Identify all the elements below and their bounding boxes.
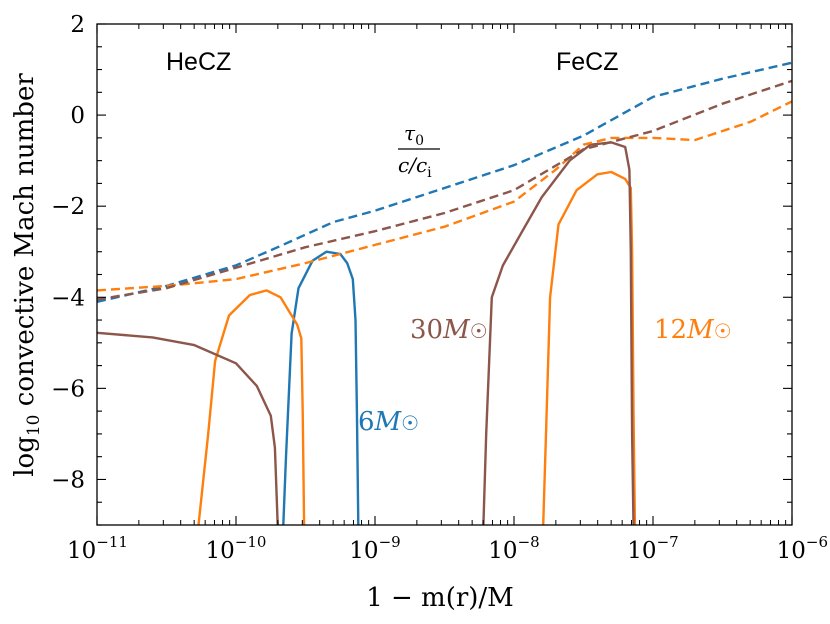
tau-ratio-annotation: τ0 c/ci (398, 121, 440, 181)
y-tick-label: −6 (51, 376, 85, 402)
series-line-2 (97, 141, 635, 525)
series-line-4 (97, 100, 792, 292)
tau-symbol: τ (404, 121, 416, 145)
y-tick-label: 2 (70, 12, 85, 38)
x-tick-label: 10−7 (627, 533, 678, 564)
x-tick-label: 10−11 (67, 533, 128, 564)
y-tick-label: 0 (70, 103, 85, 129)
series-line-0 (282, 250, 360, 525)
svg-text:τ0: τ0 (404, 121, 424, 149)
axis-layer: 10−11 10−10 10−9 10−8 10−7 10−6 2 0 −2 −4 −6 −8 (51, 12, 828, 564)
y-tick-label: −4 (51, 285, 85, 311)
series-layer (97, 61, 792, 525)
speed-ratio-symbol: c/c (398, 153, 427, 177)
y-tick-label: −2 (51, 194, 85, 220)
x-tick-label: 10−8 (488, 533, 539, 564)
x-tick-label: 10−10 (206, 533, 267, 564)
svg-text:c/ci: c/ci (398, 153, 432, 181)
speed-ratio-subscript: i (427, 165, 432, 181)
x-tick-label: 10−9 (349, 533, 400, 564)
plot-frame (96, 23, 793, 526)
y-axis-label: log10 convective Mach number (10, 73, 44, 477)
fecz-label: FeCZ (556, 48, 619, 76)
series-line-1 (197, 170, 637, 525)
x-axis-label: 1 − m(r)/M (366, 583, 514, 613)
label-6-msun: 6M☉ (358, 407, 419, 437)
hecz-label: HeCZ (166, 48, 231, 76)
label-12-msun: 12M☉ (654, 315, 732, 345)
tau-subscript: 0 (415, 133, 424, 149)
x-tick-label: 10−6 (777, 533, 828, 564)
label-30-msun: 30M☉ (410, 315, 488, 345)
series-line-3 (97, 61, 792, 303)
series-line-5 (97, 79, 792, 301)
y-tick-label: −8 (51, 467, 85, 493)
